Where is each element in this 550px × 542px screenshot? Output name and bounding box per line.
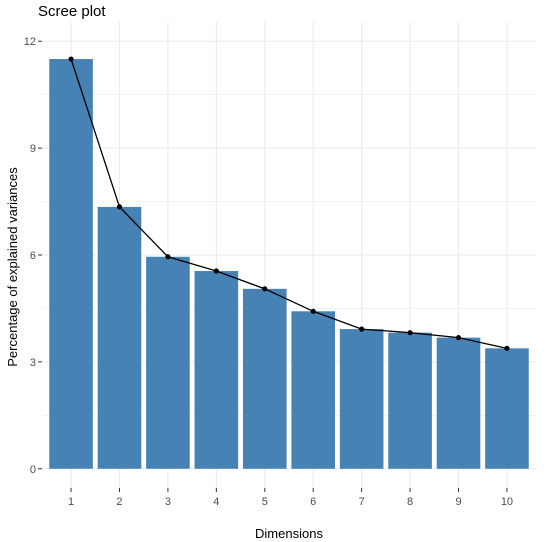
bar-dim-10: [485, 348, 529, 469]
x-tick-label: 4: [213, 496, 219, 508]
x-tick-label: 5: [262, 496, 268, 508]
bar-dim-1: [49, 59, 93, 469]
x-axis-title: Dimensions: [255, 526, 323, 541]
point-dim-7: [359, 326, 365, 332]
x-tick-label: 1: [68, 496, 74, 508]
y-axis-title: Percentage of explained variances: [5, 167, 20, 367]
x-tick-label: 10: [501, 496, 513, 508]
y-tick-label: 9: [30, 143, 36, 155]
x-tick-label: 6: [310, 496, 316, 508]
chart-title: Scree plot: [38, 3, 106, 20]
trend-line: [70, 58, 508, 349]
point-dim-1: [68, 56, 74, 62]
point-dim-6: [310, 308, 316, 314]
bar-dim-3: [146, 256, 190, 469]
y-tick-label: 6: [30, 250, 36, 262]
point-dim-4: [213, 268, 219, 274]
bar-dim-6: [291, 311, 336, 469]
x-tick-label: 8: [407, 496, 413, 508]
points-group: [68, 56, 510, 351]
bar-dim-8: [388, 332, 432, 469]
bar-dim-7: [339, 329, 384, 469]
x-axis-ticks: 1 2 3 4 5 6 7 8 9 10: [68, 488, 513, 508]
bars-group: [49, 59, 529, 469]
point-dim-9: [455, 335, 462, 341]
bar-dim-4: [194, 271, 239, 469]
x-tick-label: 7: [359, 496, 365, 508]
point-dim-2: [116, 204, 123, 210]
x-tick-label: 3: [165, 496, 171, 508]
x-tick-label: 9: [455, 496, 461, 508]
point-dim-5: [262, 286, 268, 292]
y-axis-ticks: 0 3 6 9 12: [24, 36, 42, 476]
y-tick-label: 12: [24, 36, 36, 48]
point-dim-8: [407, 330, 413, 336]
x-tick-label: 2: [116, 496, 122, 508]
bar-dim-5: [242, 288, 287, 469]
bar-dim-2: [97, 206, 142, 469]
trend-line-group: [70, 58, 508, 349]
point-dim-10: [504, 345, 510, 351]
bar-dim-9: [436, 337, 481, 469]
y-tick-label: 3: [30, 357, 36, 369]
y-tick-label: 0: [30, 464, 36, 476]
point-dim-3: [165, 254, 171, 260]
